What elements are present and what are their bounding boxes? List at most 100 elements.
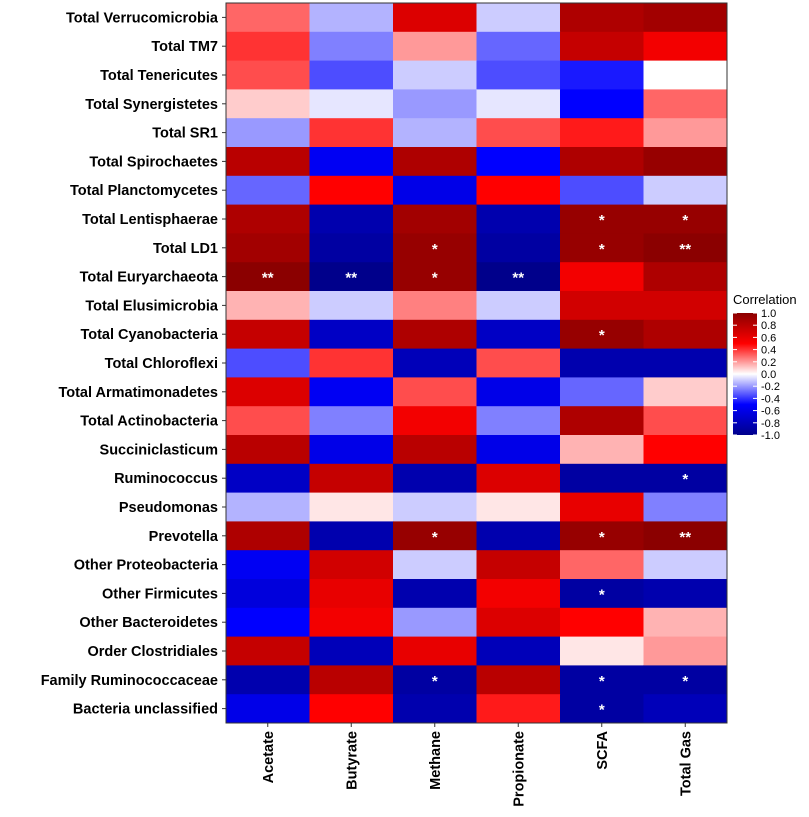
significance-mark: * [682, 673, 688, 690]
heatmap-cell [560, 147, 644, 177]
legend-tick-label: 0.0 [761, 369, 776, 381]
heatmap-cell [560, 377, 644, 407]
legend-tick-label: -1.0 [761, 430, 780, 442]
heatmap-cell [309, 204, 394, 234]
heatmap-cell [309, 31, 394, 62]
heatmap-cell [309, 147, 394, 177]
heatmap-cell [560, 636, 644, 666]
row-label: Total SR1 [152, 126, 218, 142]
heatmap-cell [309, 694, 394, 724]
significance-mark: * [432, 529, 438, 546]
heatmap-cell [226, 665, 310, 695]
heatmap-cell [476, 550, 561, 580]
heatmap-cell [226, 694, 310, 724]
heatmap-cell [393, 147, 477, 177]
significance-mark: ** [512, 270, 524, 287]
heatmap-cell [309, 60, 394, 90]
heatmap-cell [309, 118, 394, 148]
heatmap-cell [309, 492, 394, 522]
heatmap-cell [476, 175, 561, 206]
heatmap-cell [393, 60, 477, 90]
heatmap-cell [476, 665, 561, 695]
heatmap-cell [226, 607, 310, 638]
heatmap-cell [560, 550, 644, 580]
heatmap-cell [393, 233, 477, 263]
heatmap-cell [643, 607, 728, 638]
heatmap-cell [393, 319, 477, 350]
heatmap-cell [309, 579, 394, 609]
significance-marks: * ** * **** ** * ***** * **** * ** [262, 212, 691, 719]
heatmap-cell [476, 147, 561, 177]
column-label: Methane [428, 731, 444, 790]
heatmap-cell [226, 492, 310, 522]
heatmap-cell [560, 175, 644, 206]
row-label: Total Armatimonadetes [58, 385, 218, 401]
legend-tick-label: -0.6 [761, 406, 780, 418]
heatmap-cell [226, 204, 310, 234]
heatmap-cell [309, 89, 394, 119]
heatmap-cell [643, 175, 728, 206]
row-label: Total Cyanobacteria [80, 327, 218, 343]
heatmap-cell [309, 463, 394, 494]
heatmap-cell [643, 31, 728, 62]
heatmap-cell [476, 406, 561, 436]
heatmap-cell [643, 694, 728, 724]
heatmap-cell [476, 521, 561, 551]
legend-tick-label: 0.6 [761, 332, 776, 344]
heatmap-cell [476, 262, 561, 292]
heatmap-cell [560, 694, 644, 724]
heatmap-cell [643, 636, 728, 666]
significance-mark: * [682, 471, 688, 488]
row-label: Total Tenericutes [100, 68, 218, 84]
heatmap-cell [476, 463, 561, 494]
row-label: Family Ruminococcaceae [41, 673, 218, 689]
row-label: Total Planctomycetes [70, 183, 218, 199]
legend-title: Correlation [733, 292, 797, 307]
heatmap-cell [226, 579, 310, 609]
heatmap-cell [393, 204, 477, 234]
row-label: Total Verrucomicrobia [66, 10, 219, 26]
significance-mark: ** [679, 529, 691, 546]
row-label: Total Elusimicrobia [85, 298, 219, 314]
heatmap-cell [226, 291, 310, 321]
heatmap-cell [560, 607, 644, 638]
heatmap-cell [226, 319, 310, 350]
heatmap-cell [643, 319, 728, 350]
heatmap-cell [393, 492, 477, 522]
heatmap-cell [476, 579, 561, 609]
heatmap-cell [393, 636, 477, 666]
heatmap-cell [226, 348, 310, 378]
heatmap-cell [476, 31, 561, 62]
heatmap-cell [643, 377, 728, 407]
significance-mark: * [432, 241, 438, 258]
row-label: Total Actinobacteria [80, 414, 219, 430]
heatmap-cell [476, 204, 561, 234]
heatmap-cell [226, 60, 310, 90]
significance-mark: ** [345, 270, 357, 287]
heatmap-cell [476, 636, 561, 666]
heatmap-cell [393, 550, 477, 580]
heatmap-cell [393, 175, 477, 206]
heatmap-cell [476, 492, 561, 522]
heatmap-cell [476, 89, 561, 119]
heatmap-cell [476, 118, 561, 148]
heatmap-cell [643, 118, 728, 148]
heatmap-cell [643, 521, 728, 551]
heatmap-cell [560, 89, 644, 119]
heatmap-cell [226, 435, 310, 465]
heatmap-cell [476, 348, 561, 378]
column-labels: Acetate Butyrate Methane Propionate SCFA Tota… [261, 723, 694, 807]
legend-tick-label: 0.2 [761, 357, 776, 369]
heatmap-cell [560, 665, 644, 695]
heatmap-cell [226, 89, 310, 119]
significance-mark: ** [262, 270, 274, 287]
heatmap-cell [560, 118, 644, 148]
heatmap-cell [309, 435, 394, 465]
heatmap-cell [393, 118, 477, 148]
heatmap-cell [226, 233, 310, 263]
heatmap-cell [560, 406, 644, 436]
heatmap-cell [476, 694, 561, 724]
heatmap-cell [560, 319, 644, 350]
heatmap-cell [309, 262, 394, 292]
heatmap-cell [476, 607, 561, 638]
